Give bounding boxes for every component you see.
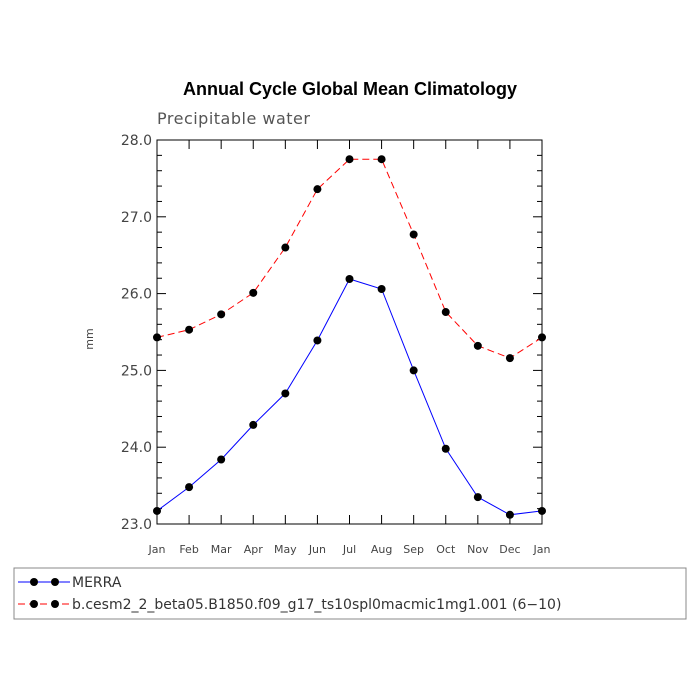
x-tick-label: Jun xyxy=(308,543,326,556)
x-tick-label: Mar xyxy=(211,543,232,556)
x-tick-label: Oct xyxy=(436,543,456,556)
data-point xyxy=(473,341,482,350)
chart-title: Annual Cycle Global Mean Climatology xyxy=(183,79,517,99)
y-tick-label: 25.0 xyxy=(121,363,152,379)
x-tick-label: Jan xyxy=(533,543,551,556)
data-point xyxy=(538,333,546,342)
legend-entries: MERRA b.cesm2_2_beta05.B1850.f09_g17_ts10… xyxy=(18,575,561,613)
y-tick-label: 28.0 xyxy=(121,133,152,149)
data-point xyxy=(409,230,418,239)
data-point xyxy=(185,325,194,334)
y-tick-label: 27.0 xyxy=(121,210,152,226)
data-point xyxy=(217,310,226,319)
y-tick-label: 23.0 xyxy=(121,517,152,533)
data-point xyxy=(473,493,482,502)
x-tick-label: Jul xyxy=(342,543,356,556)
series-line-1 xyxy=(156,158,543,359)
x-tick-label: Jan xyxy=(148,543,166,556)
plot-frame xyxy=(156,139,543,525)
chart-subtitle: Precipitable water xyxy=(157,109,310,128)
x-tick-label: Dec xyxy=(499,543,520,556)
legend-marker xyxy=(30,578,38,586)
data-point xyxy=(505,354,514,363)
x-tick-label: May xyxy=(274,543,297,556)
data-point xyxy=(505,510,514,519)
x-tick-label: Aug xyxy=(371,543,392,556)
data-point xyxy=(249,288,258,297)
data-point xyxy=(538,506,546,515)
data-point xyxy=(377,155,386,164)
x-tick-label: Sep xyxy=(403,543,424,556)
x-tick-label: Apr xyxy=(244,543,264,556)
legend-marker xyxy=(51,578,59,586)
data-point xyxy=(217,455,226,464)
y-tick-label: 26.0 xyxy=(121,287,152,303)
data-point xyxy=(153,333,161,342)
x-tick-label: Feb xyxy=(179,543,198,556)
y-axis-label: mm xyxy=(83,328,96,349)
series-layer xyxy=(153,155,546,519)
legend-marker xyxy=(30,600,38,608)
legend-label-1: b.cesm2_2_beta05.B1850.f09_g17_ts10spl0m… xyxy=(72,597,561,613)
data-point xyxy=(345,155,354,164)
data-point xyxy=(345,275,354,284)
legend-marker xyxy=(51,600,59,608)
legend-label-0: MERRA xyxy=(72,575,122,591)
data-point xyxy=(281,243,290,252)
data-point xyxy=(249,420,258,429)
legend xyxy=(13,567,687,620)
data-point xyxy=(281,389,290,398)
data-point xyxy=(441,444,450,453)
data-point xyxy=(441,308,450,317)
series-line-0 xyxy=(156,278,543,516)
data-point xyxy=(409,366,418,375)
axis-ticks: 23.0 24.0 25.0 26.0 27.0 28.0 Jan Feb Mar Apr May J… xyxy=(121,133,551,556)
x-tick-label: Nov xyxy=(467,543,489,556)
y-tick-label: 24.0 xyxy=(121,440,152,456)
data-point xyxy=(313,336,322,345)
data-point xyxy=(313,185,322,194)
data-point xyxy=(185,483,194,492)
data-point xyxy=(377,284,386,293)
data-point xyxy=(153,506,161,515)
